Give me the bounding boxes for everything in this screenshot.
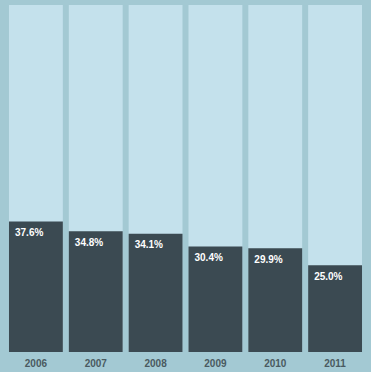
svg-text:34.8%: 34.8%	[75, 237, 103, 248]
svg-text:25.0%: 25.0%	[314, 271, 342, 282]
svg-text:2006: 2006	[25, 358, 48, 369]
svg-text:2009: 2009	[204, 358, 227, 369]
svg-text:29.9%: 29.9%	[254, 254, 282, 265]
svg-text:2008: 2008	[144, 358, 167, 369]
svg-text:2007: 2007	[85, 358, 108, 369]
svg-text:2011: 2011	[324, 358, 346, 369]
svg-text:34.1%: 34.1%	[135, 239, 163, 250]
svg-text:2010: 2010	[264, 358, 287, 369]
svg-text:30.4%: 30.4%	[194, 252, 222, 263]
svg-text:37.6%: 37.6%	[15, 227, 43, 238]
